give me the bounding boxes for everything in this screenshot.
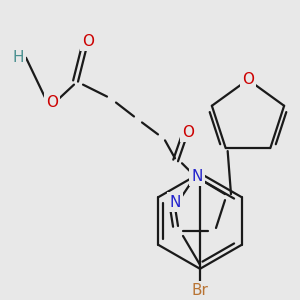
Text: H: H bbox=[12, 50, 24, 65]
Text: N: N bbox=[191, 169, 203, 184]
Text: O: O bbox=[242, 72, 254, 87]
Text: O: O bbox=[82, 34, 94, 49]
Text: O: O bbox=[182, 125, 194, 140]
Text: Br: Br bbox=[192, 283, 208, 298]
Text: O: O bbox=[46, 95, 58, 110]
Text: N: N bbox=[169, 195, 181, 210]
